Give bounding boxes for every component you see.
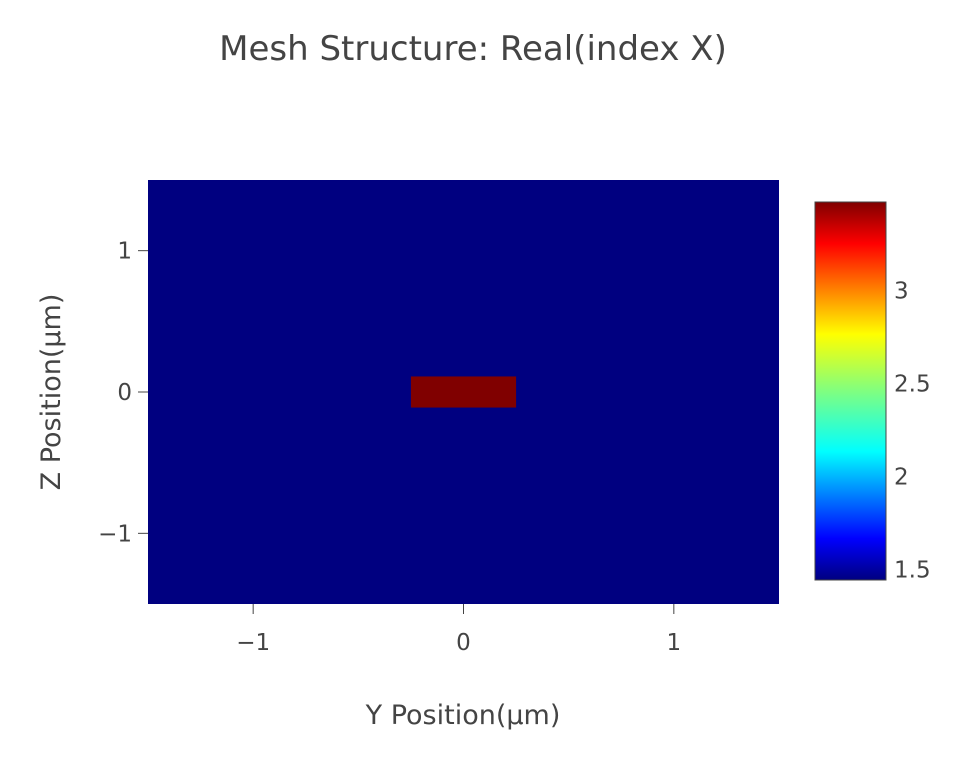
colorbar: 3 2.5 2 1.5 [814, 201, 931, 584]
x-axis-title: Y Position(μm) [365, 700, 561, 731]
y-tick-label: −1 [98, 521, 132, 547]
heatmap-region-core [410, 376, 517, 408]
y-tick-label: 1 [117, 239, 132, 265]
x-tick-label: −1 [236, 630, 270, 656]
y-axis-title: Z Position(μm) [36, 294, 67, 491]
heatmap-regions [410, 376, 517, 408]
colorbar-tick-label: 3 [894, 279, 909, 305]
x-tick-label: 1 [667, 630, 682, 656]
colorbar-gradient [814, 201, 887, 581]
x-tick-label: 0 [456, 630, 471, 656]
colorbar-ticks: 3 2.5 2 1.5 [894, 279, 931, 584]
colorbar-tick-label: 2.5 [894, 372, 931, 398]
x-axis-ticks: −1 0 1 [236, 604, 681, 656]
y-tick-label: 0 [117, 380, 132, 406]
chart-title: Mesh Structure: Real(index X) [219, 29, 727, 69]
colorbar-tick-label: 1.5 [894, 558, 931, 584]
plot-area [148, 180, 779, 604]
y-axis-ticks: 1 0 −1 [98, 239, 148, 547]
colorbar-tick-label: 2 [894, 465, 909, 491]
